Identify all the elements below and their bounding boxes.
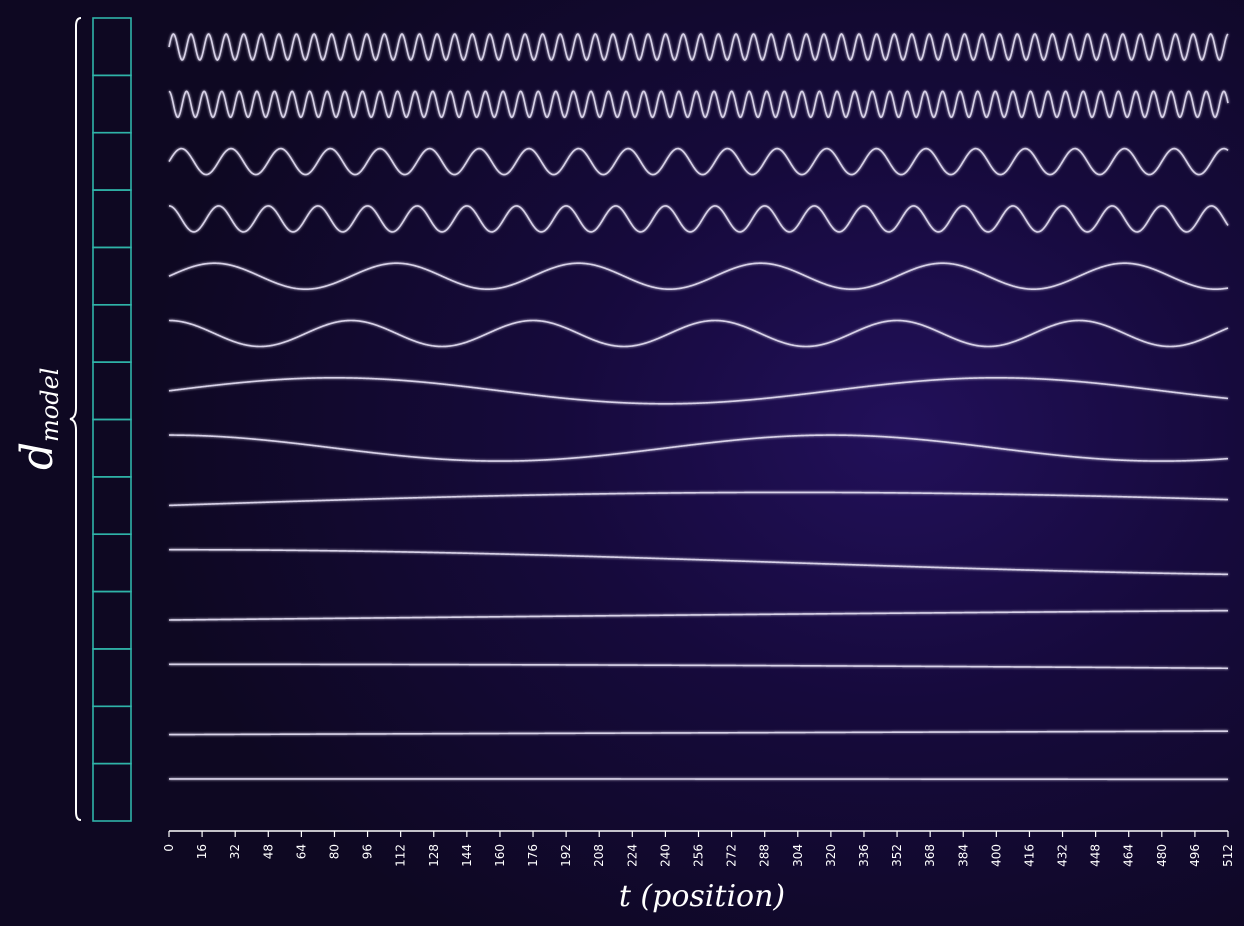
dimension-brace: [69, 17, 82, 821]
x-tick-label: 160: [493, 844, 507, 867]
x-tick-label: 304: [791, 844, 805, 867]
sinusoid-cos-12: [169, 663, 1228, 670]
x-tick-label: 176: [526, 844, 540, 867]
x-tick-label: 384: [956, 844, 970, 867]
sinusoid-curves: [168, 33, 1229, 781]
sinusoid-sin-5: [168, 262, 1229, 290]
vector-cell: [92, 705, 132, 765]
sinusoid-cos-10: [169, 548, 1229, 576]
sinusoid-cos-6: [169, 319, 1229, 348]
vector-cell: [92, 533, 132, 593]
sinusoid-sin-3: [168, 147, 1229, 176]
x-tick-label: 416: [1022, 844, 1036, 867]
sinusoid-sin-13: [169, 730, 1228, 736]
x-tick-label: 256: [692, 844, 706, 867]
x-tick-label: 272: [725, 844, 739, 867]
vector-cell: [92, 246, 132, 306]
embedding-vector: [92, 17, 132, 822]
sinusoid-cos-8: [169, 434, 1229, 462]
vector-cell: [92, 17, 132, 77]
dmodel-label: d model: [12, 368, 64, 470]
sinusoid-sin-9: [168, 491, 1229, 507]
x-tick-label: 0: [162, 844, 176, 852]
vector-cell: [92, 361, 132, 421]
x-tick-label: 80: [327, 844, 341, 859]
x-tick-label: 512: [1221, 844, 1235, 867]
sinusoid-sin-1: [168, 33, 1229, 61]
x-tick-label: 352: [890, 844, 904, 867]
x-axis-title: t (position): [619, 879, 785, 914]
x-tick-label: 112: [394, 844, 408, 867]
x-tick-label: 48: [261, 844, 275, 859]
x-tick-label: 320: [824, 844, 838, 867]
x-tick-label: 480: [1155, 844, 1169, 867]
x-tick-label: 288: [758, 844, 772, 867]
vector-cell: [92, 189, 132, 249]
x-tick-label: 464: [1122, 844, 1136, 867]
vector-cell: [92, 418, 132, 478]
vector-cell: [92, 762, 132, 822]
vector-cell: [92, 648, 132, 708]
x-tick-label: 64: [294, 844, 308, 859]
x-tick-label: 144: [460, 844, 474, 867]
vector-cell: [92, 74, 132, 134]
x-axis-ticks: 0 16 32 48 64 80 96 112 128 144 160 176 192 208 224 240…: [162, 831, 1235, 867]
x-tick-label: 224: [625, 844, 639, 867]
vector-cell: [92, 590, 132, 650]
sinusoid-cos-4: [168, 205, 1229, 233]
x-tick-label: 96: [361, 844, 375, 859]
sinusoid-sin-7: [168, 377, 1229, 405]
x-tick-label: 336: [857, 844, 871, 867]
dmodel-label-sub: model: [36, 368, 64, 442]
x-tick-label: 240: [658, 844, 672, 867]
x-tick-label: 400: [989, 844, 1003, 867]
vector-cell: [92, 476, 132, 536]
x-tick-label: 192: [559, 844, 573, 867]
x-tick-label: 368: [923, 844, 937, 867]
x-tick-label: 32: [228, 844, 242, 859]
dmodel-label-main: d: [12, 442, 63, 470]
x-tick-label: 496: [1188, 844, 1202, 867]
x-tick-label: 128: [427, 844, 441, 867]
x-tick-label: 432: [1056, 844, 1070, 867]
sinusoid-sin-11: [168, 609, 1228, 621]
vector-cell: [92, 303, 132, 363]
x-tick-label: 448: [1089, 844, 1103, 867]
sinusoid-cos-2: [168, 90, 1229, 119]
vector-cell: [92, 131, 132, 191]
x-tick-label: 16: [195, 844, 209, 859]
x-tick-label: 208: [592, 844, 606, 867]
